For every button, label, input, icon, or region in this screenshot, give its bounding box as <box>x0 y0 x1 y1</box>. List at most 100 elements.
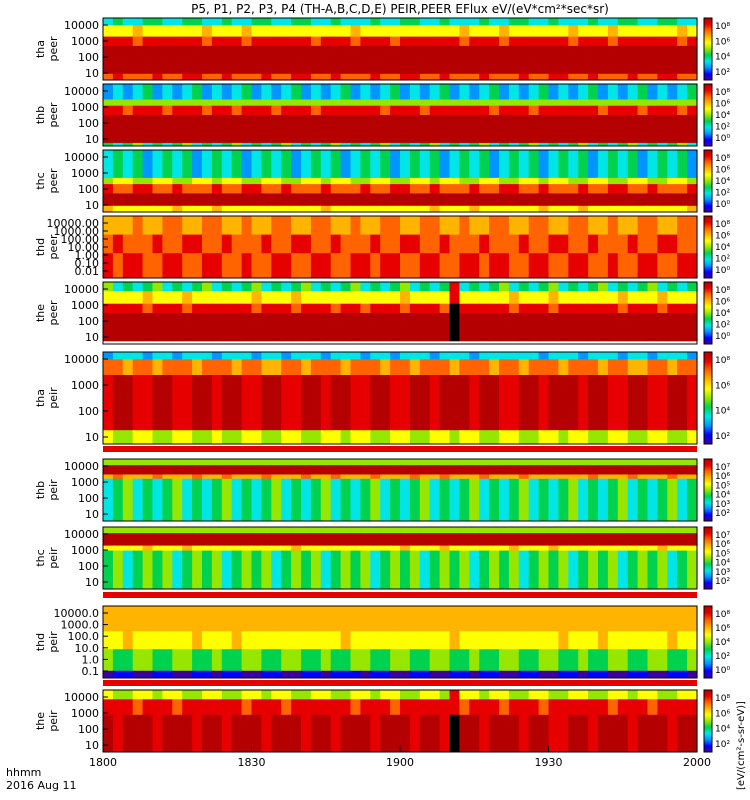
heatmap-cell <box>360 184 371 194</box>
heatmap-cell <box>231 253 243 279</box>
heatmap-cell <box>241 474 253 480</box>
heatmap-cell <box>261 205 272 213</box>
heatmap-cell <box>320 99 332 107</box>
heatmap-cell <box>380 375 391 431</box>
heatmap-cell <box>508 73 520 81</box>
heatmap-cell <box>271 545 282 551</box>
heatmap-cell <box>657 550 668 590</box>
heatmap-cell <box>459 25 470 37</box>
heatmap-cell <box>370 45 381 75</box>
heatmap-cell <box>370 282 381 292</box>
heatmap-cell <box>548 99 559 107</box>
heatmap-cell <box>400 375 411 431</box>
panel-frame <box>102 351 698 445</box>
heatmap-cell <box>261 18 272 26</box>
heatmap-cell <box>221 699 233 716</box>
heatmap-cell <box>132 205 144 213</box>
heatmap-cell <box>409 205 421 213</box>
heatmap-cell <box>390 177 401 185</box>
heatmap-cell <box>400 282 411 292</box>
heatmap-cell <box>192 234 203 254</box>
heatmap-cell <box>439 533 451 546</box>
heatmap-cell <box>637 45 649 75</box>
heatmap-cell <box>142 73 154 81</box>
heatmap-cell <box>657 465 668 475</box>
heatmap-cell <box>380 352 391 360</box>
heatmap-cell <box>162 177 173 185</box>
heatmap-cell <box>172 253 183 279</box>
heatmap-cell <box>261 73 272 81</box>
heatmap-cell <box>221 527 233 534</box>
heatmap-cell <box>301 550 312 590</box>
heatmap-cell <box>192 714 203 753</box>
heatmap-cell <box>489 18 500 26</box>
heatmap-cell <box>687 150 698 179</box>
heatmap-cell <box>578 533 589 546</box>
heatmap-cell <box>152 313 163 342</box>
heatmap-cell <box>489 478 500 522</box>
heatmap-cell <box>439 550 451 590</box>
heatmap-cell <box>122 193 134 207</box>
heatmap-cell <box>607 25 619 37</box>
heatmap-cell <box>281 459 292 466</box>
heatmap-cell <box>607 142 619 147</box>
heatmap-cell <box>627 25 639 37</box>
heatmap-cell <box>241 18 253 26</box>
heatmap-cell <box>647 375 658 431</box>
heatmap-cell <box>479 177 490 185</box>
heatmap-cell <box>211 545 223 551</box>
heatmap-cell <box>687 631 698 650</box>
heatmap-cell <box>231 73 243 81</box>
heatmap-cell <box>162 253 173 279</box>
heatmap-cell <box>360 216 371 235</box>
heatmap-cell <box>320 631 332 650</box>
heatmap-cell <box>350 216 361 235</box>
heatmap-cell <box>122 375 134 431</box>
heatmap-cells <box>103 282 698 342</box>
heatmap-cell <box>558 105 569 116</box>
heatmap-cell <box>489 177 500 185</box>
heatmap-cell <box>607 115 619 144</box>
heatmap-cell <box>627 99 639 107</box>
heatmap-cell <box>459 253 470 279</box>
heatmap-cell <box>271 36 282 47</box>
heatmap-cell <box>647 193 658 207</box>
heatmap-cell <box>202 291 213 305</box>
heatmap-cell <box>459 99 470 107</box>
heatmap-cell <box>103 533 114 546</box>
heatmap-cell <box>469 115 480 144</box>
heatmap-cell <box>449 142 460 147</box>
heatmap-cell <box>231 670 243 679</box>
heatmap-cell <box>330 291 342 305</box>
heatmap-cell <box>617 459 629 466</box>
heatmap-cell <box>271 430 282 445</box>
heatmap-cell <box>202 606 213 632</box>
heatmap-cell <box>499 699 510 716</box>
heatmap-cell <box>340 115 352 144</box>
heatmap-cell <box>182 459 193 466</box>
heatmap-cell <box>172 45 183 75</box>
heatmap-cell <box>617 18 629 26</box>
heatmap-cell <box>409 253 421 279</box>
heatmap-cell <box>598 533 609 546</box>
heatmap-cell <box>291 313 302 342</box>
heatmap-cell <box>459 115 470 144</box>
heatmap-cell <box>677 430 688 445</box>
heatmap-cell <box>132 699 144 716</box>
heatmap-cell <box>400 25 411 37</box>
heatmap-cell <box>598 45 609 75</box>
heatmap-cell <box>538 205 550 213</box>
heatmap-cell <box>459 550 470 590</box>
heatmap-cell <box>409 714 421 753</box>
heatmap-cell <box>558 234 569 254</box>
heatmap-cell <box>627 313 639 342</box>
heatmap-cell <box>607 474 619 480</box>
heatmap-cell <box>390 465 401 475</box>
heatmap-cell <box>667 216 678 235</box>
heatmap-cell <box>489 291 500 305</box>
heatmap-cell <box>132 142 144 147</box>
heatmap-cell <box>568 142 579 147</box>
colorbar-tick-label: 10⁴ <box>715 559 730 569</box>
heatmap-cell <box>182 177 193 185</box>
heatmap-cell <box>687 216 698 235</box>
